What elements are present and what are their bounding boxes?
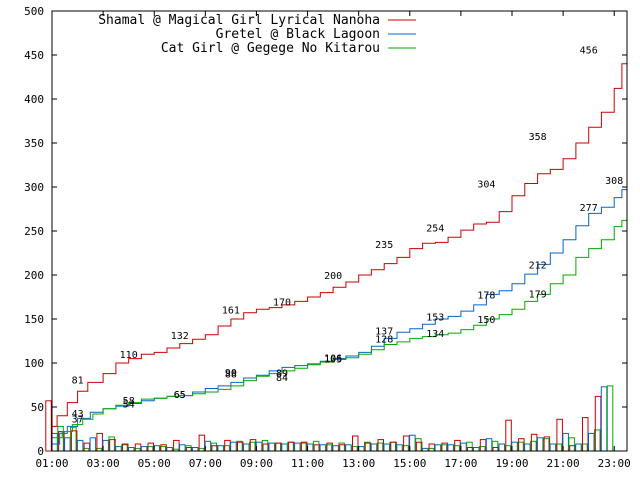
- hourly-bar: [45, 400, 52, 452]
- y-tick-label: 300: [24, 181, 44, 194]
- data-label: 308: [605, 176, 623, 187]
- data-label: 65: [174, 390, 186, 401]
- series-line: [52, 207, 628, 439]
- data-label: 89: [276, 369, 288, 380]
- legend-label: Shamal @ Magical Girl Lyrical Nanoha: [98, 13, 380, 28]
- y-tick-label: 200: [24, 269, 44, 282]
- y-tick-label: 100: [24, 357, 44, 370]
- data-label: 178: [477, 290, 495, 301]
- y-tick-label: 450: [24, 49, 44, 62]
- data-label: 235: [375, 240, 393, 251]
- series-line: [52, 49, 628, 427]
- axis-layer: 0 50 100 150 200 250 300 350 400 450 500 01:00 03:00…: [24, 5, 631, 470]
- data-label: 43: [72, 409, 84, 420]
- legend-label: Cat Girl @ Gegege No Kitarou: [161, 41, 380, 56]
- x-tick-label: 01:00: [35, 457, 68, 470]
- data-label: 161: [222, 305, 240, 316]
- x-tick-label: 13:00: [342, 457, 375, 470]
- data-label: 456: [580, 46, 598, 57]
- x-tick-label: 11:00: [291, 457, 324, 470]
- x-tick-label: 15:00: [393, 457, 426, 470]
- data-label: 132: [171, 331, 189, 342]
- y-tick-label: 150: [24, 313, 44, 326]
- data-label: 84: [276, 373, 288, 384]
- data-label: 128: [375, 334, 393, 345]
- x-tick-label: 19:00: [495, 457, 528, 470]
- data-label: 106: [324, 354, 342, 365]
- x-tick-label: 03:00: [87, 457, 120, 470]
- data-label: 200: [324, 271, 342, 282]
- data-label: 110: [120, 350, 138, 361]
- data-label: 358: [529, 132, 547, 143]
- data-label: 65: [174, 390, 186, 401]
- legend-label: Gretel @ Black Lagoon: [216, 27, 380, 42]
- lines-layer: [52, 49, 628, 445]
- x-tick-label: 09:00: [240, 457, 273, 470]
- y-tick-label: 50: [31, 401, 44, 414]
- data-label: 88: [225, 370, 237, 381]
- data-label: 37: [72, 414, 84, 425]
- y-tick-label: 400: [24, 93, 44, 106]
- y-tick-label: 0: [37, 445, 44, 458]
- data-label: 150: [477, 315, 495, 326]
- x-tick-label: 17:00: [444, 457, 477, 470]
- y-tick-label: 350: [24, 137, 44, 150]
- data-label: 179: [529, 290, 547, 301]
- data-label: 90: [225, 368, 237, 379]
- data-label: 105: [324, 355, 342, 366]
- data-label: 58: [123, 396, 135, 407]
- data-label: 170: [273, 297, 291, 308]
- data-label: 54: [123, 400, 135, 411]
- y-tick-label: 250: [24, 225, 44, 238]
- data-label: 254: [426, 224, 444, 235]
- data-label: 137: [375, 326, 393, 337]
- data-label: 304: [477, 180, 495, 191]
- x-tick-label: 05:00: [138, 457, 171, 470]
- data-label: 81: [72, 376, 84, 387]
- y-tick-label: 500: [24, 5, 44, 18]
- legend: Shamal @ Magical Girl Lyrical NanohaGret…: [98, 13, 416, 56]
- data-label: 212: [529, 260, 547, 271]
- data-labels-layer: 81 110 132 161 170 200 235 254 304 358 456 37 54 65 90…: [72, 46, 624, 426]
- x-tick-label: 07:00: [189, 457, 222, 470]
- data-label: 134: [426, 329, 444, 340]
- x-tick-label: 21:00: [547, 457, 580, 470]
- x-tick-label: 23:00: [598, 457, 631, 470]
- data-label: 277: [580, 203, 598, 214]
- data-label: 153: [426, 312, 444, 323]
